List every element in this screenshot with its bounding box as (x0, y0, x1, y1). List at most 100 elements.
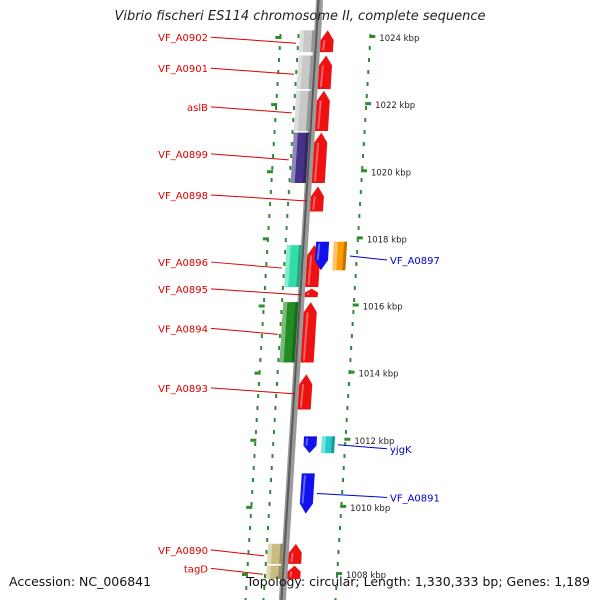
gene-label-vf_a0894: VF_A0894 (158, 324, 208, 335)
gene-class-block-vf_a0901-shade (308, 55, 314, 90)
gene-class-block-vf_a0899-shade (302, 132, 309, 183)
gene-label-vf_a0897-leader (349, 255, 388, 261)
scale-tick-label: 1022 kbp (375, 101, 415, 111)
scale-ring-guide-dot (342, 466, 345, 470)
gene-arrow-vf_a0890 (288, 543, 302, 564)
inner-ring-guide-dot (293, 94, 296, 98)
gene-label-vf_a0899: VF_A0899 (158, 150, 208, 161)
inner-ring-guide-dot (265, 550, 268, 554)
scale-ring-guide-dot (369, 34, 372, 38)
innermost-ring-guide-dot (251, 478, 254, 482)
scale-ring-guide-dot (341, 490, 344, 494)
gene-arrow-vf_a0895-highlight (306, 292, 310, 296)
gene-arrow-aslb-highlight (317, 100, 322, 130)
inner-ring-guide-dot (284, 238, 287, 242)
gene-class-block-vf_a0896-shade (296, 245, 302, 288)
inner-ring-guide-dot (268, 502, 271, 506)
innermost-ring-guide-dot (263, 298, 266, 302)
gene-label-vf_a0899-leader (210, 153, 289, 161)
gene-label-vf_a0895: VF_A0895 (158, 285, 208, 296)
inner-ring-guide-dot (281, 286, 284, 290)
gene-label-aslb: aslB (187, 103, 208, 114)
innermost-ring-guide-dot (260, 334, 263, 338)
scale-ring-guide-dot (338, 538, 341, 542)
innermost-ring-guide-dot (246, 574, 249, 578)
innermost-ring-guide-dot (273, 130, 276, 134)
scale-tick-label: 1018 kbp (367, 235, 407, 245)
scale-ring-guide-dot (360, 178, 363, 182)
inner-ring-guide-dot (270, 466, 273, 470)
scale-ring-guide-dot (359, 202, 362, 206)
inner-ring-guide-dot (281, 298, 284, 302)
innermost-ring-guide-dot (257, 382, 260, 386)
gene-arrow-vf_a0898 (309, 186, 324, 212)
scale-ring-guide-dot (344, 442, 347, 446)
inner-ring-guide-dot (282, 274, 285, 278)
scale-tick (369, 35, 376, 38)
innermost-ring-guide-dot (250, 502, 253, 506)
gene-class-block-vf_a0894-highlight (279, 302, 288, 363)
innermost-ring-guide-dot (247, 550, 250, 554)
gene-label-vf_a0896: VF_A0896 (158, 258, 208, 269)
inner-ring-guide-dot (285, 226, 288, 230)
scale-ring-guide-dot (349, 358, 352, 362)
gene-label-vf_a0898-leader (210, 194, 308, 202)
inner-ring-tick (250, 438, 257, 442)
gene-label-yjgk: yjgK (390, 445, 412, 456)
inner-ring-tick (258, 304, 265, 308)
innermost-ring-guide-dot (246, 562, 249, 566)
gene-arrow-vf_a0902 (319, 30, 334, 53)
inner-ring-guide-dot (278, 346, 281, 350)
gene-label-yjgk-leader (337, 444, 388, 450)
scale-ring-guide-dot (352, 310, 355, 314)
gene-arrow-vf_a0901-highlight (319, 65, 324, 88)
innermost-ring-guide-dot (260, 346, 263, 350)
innermost-ring-guide-dot (272, 154, 275, 158)
gene-class-block-tagd-highlight (266, 565, 272, 580)
scale-tick-label: 1008 kbp (346, 571, 386, 581)
scale-ring-guide-dot (365, 94, 368, 98)
gene-arrow-vf_a0897-highlight (316, 243, 321, 261)
gene-arrow-vf_a0899-highlight (314, 142, 320, 182)
gene-arrow-vf_a0893-highlight (299, 384, 305, 408)
scale-tick (344, 437, 351, 441)
gene-label-vf_a0890-leader (210, 549, 265, 557)
scale-ring-guide-dot (357, 226, 360, 230)
scale-ring-guide-dot (344, 430, 347, 434)
inner-ring-guide-dot (266, 526, 269, 530)
innermost-ring-guide-dot (271, 166, 274, 170)
inner-ring-guide-dot (292, 118, 295, 122)
inner-ring-guide-dot (262, 598, 265, 600)
inner-ring-guide-dot (293, 106, 296, 110)
gene-arrow-yjgk-highlight (305, 438, 309, 446)
innermost-ring-guide-dot (255, 418, 258, 422)
genome-summary-text: Topology: circular; Length: 1,330,333 bp… (246, 574, 590, 589)
innermost-ring-guide-dot (266, 250, 269, 254)
gene-arrow-vf_a0891-highlight (301, 475, 307, 504)
inner-ring-guide-dot (277, 358, 280, 362)
innermost-ring-guide-dot (259, 358, 262, 362)
innermost-ring-guide-dot (276, 82, 279, 86)
innermost-ring-guide-dot (269, 190, 272, 194)
scale-ring-guide-dot (364, 118, 367, 122)
gene-label-vf_a0890: VF_A0890 (158, 546, 208, 557)
inner-ring-guide-dot (286, 214, 289, 218)
scale-ring-guide-dot (351, 322, 354, 326)
gene-arrow-vf_a0895 (304, 288, 318, 298)
scale-ring-guide-dot (347, 382, 350, 386)
inner-ring-guide-dot (295, 70, 298, 74)
scale-ring-guide-dot (353, 286, 356, 290)
scale-tick (360, 169, 367, 173)
inner-ring-guide-dot (279, 322, 282, 326)
innermost-ring-guide-dot (275, 106, 278, 110)
inner-ring-guide-dot (290, 154, 293, 158)
innermost-ring-guide-dot (267, 226, 270, 230)
map-title: Vibrio fischeri ES114 chromosome II, com… (114, 9, 486, 24)
scale-tick (336, 572, 343, 575)
innermost-ring-guide-dot (272, 142, 275, 146)
gene-label-vf_a0893-leader (210, 387, 296, 395)
feature-layer (266, 30, 348, 580)
innermost-ring-guide-dot (270, 178, 273, 182)
inner-ring-guide-dot (296, 46, 299, 50)
